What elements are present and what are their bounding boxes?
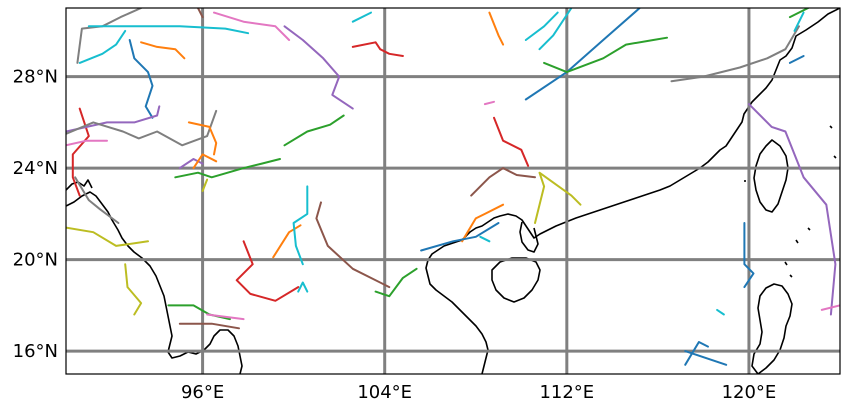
lon-tick-label: 112°E: [539, 382, 594, 403]
storm-track-53: [684, 341, 709, 366]
lon-tick-label: 120°E: [722, 382, 777, 403]
plot-frame: [65, 7, 841, 375]
lat-tick-label: 24°N: [13, 158, 58, 179]
lat-tick-label: 28°N: [13, 67, 58, 88]
storm-track-29: [206, 313, 245, 321]
storm-track-33: [488, 11, 505, 46]
plot-background: [66, 8, 840, 374]
storm-track-43: [524, 8, 641, 101]
storm-track-19: [174, 158, 281, 179]
storm-track-45: [670, 25, 800, 83]
storm-track-13: [213, 11, 291, 41]
storm-track-14: [197, 8, 204, 19]
storm-track-35: [493, 116, 530, 167]
storm-track-17: [178, 158, 204, 170]
lat-tick-label: 20°N: [13, 250, 58, 271]
storm-track-28: [178, 322, 240, 330]
leizhou-peninsula: [519, 221, 539, 253]
storm-track-11: [66, 226, 149, 247]
hainan-island: [491, 257, 541, 303]
storm-track-16: [187, 121, 218, 156]
storm-track-41: [524, 11, 559, 41]
storm-track-32: [374, 267, 418, 298]
storm-track-25: [297, 281, 309, 293]
storm-track-2: [87, 25, 250, 35]
small-islands: [744, 125, 837, 278]
storm-track-39: [479, 235, 491, 243]
storm-track-9: [66, 139, 108, 147]
storm-track-54: [684, 350, 728, 366]
storm-track-52: [716, 308, 725, 316]
storm-track-49: [793, 11, 805, 32]
coastlines: [66, 8, 840, 374]
latitude-labels: 16°N 20°N 24°N 28°N: [13, 67, 58, 363]
storm-track-21: [201, 178, 209, 192]
storm-track-51: [743, 222, 755, 289]
storm-track-26: [315, 201, 391, 289]
storm-track-18: [192, 153, 218, 170]
storm-tracks: [66, 8, 840, 366]
storm-track-34: [483, 100, 495, 106]
longitude-labels: 96°E 104°E 112°E 120°E: [181, 382, 776, 403]
storm-track-46: [747, 103, 837, 316]
storm-track-47: [820, 304, 840, 311]
storm-track-8: [66, 109, 218, 147]
storm-track-37: [461, 203, 505, 243]
storm-track-20: [283, 114, 345, 147]
storm-track-50: [788, 55, 805, 64]
lon-tick-label: 96°E: [181, 382, 224, 403]
storm-track-30: [351, 11, 372, 23]
storm-track-23: [272, 224, 302, 259]
storm-track-24: [292, 185, 309, 266]
storm-track-10: [74, 176, 120, 224]
lat-tick-label: 16°N: [13, 341, 58, 362]
storm-track-40: [534, 171, 582, 224]
storm-track-38: [420, 222, 500, 252]
bay-of-bengal-coastline: [66, 191, 243, 374]
storm-track-48: [788, 8, 810, 19]
taiwan-island: [753, 139, 789, 213]
mainland-coastline: [425, 8, 840, 374]
storm-track-12: [124, 263, 143, 316]
luzon-island: [751, 283, 793, 374]
gridlines: [66, 8, 840, 374]
storm-track-5: [140, 41, 186, 60]
storm-track-42: [538, 8, 573, 51]
storm-track-44: [543, 36, 668, 74]
storm-track-15: [283, 25, 354, 110]
storm-track-4: [128, 39, 154, 119]
storm-track-3: [78, 29, 127, 64]
bangladesh-coastline: [66, 179, 93, 191]
lon-tick-label: 104°E: [357, 382, 412, 403]
storm-track-36: [470, 167, 536, 197]
storm-track-22: [235, 240, 300, 302]
storm-track-31: [351, 41, 404, 57]
storm-track-7: [66, 105, 161, 133]
